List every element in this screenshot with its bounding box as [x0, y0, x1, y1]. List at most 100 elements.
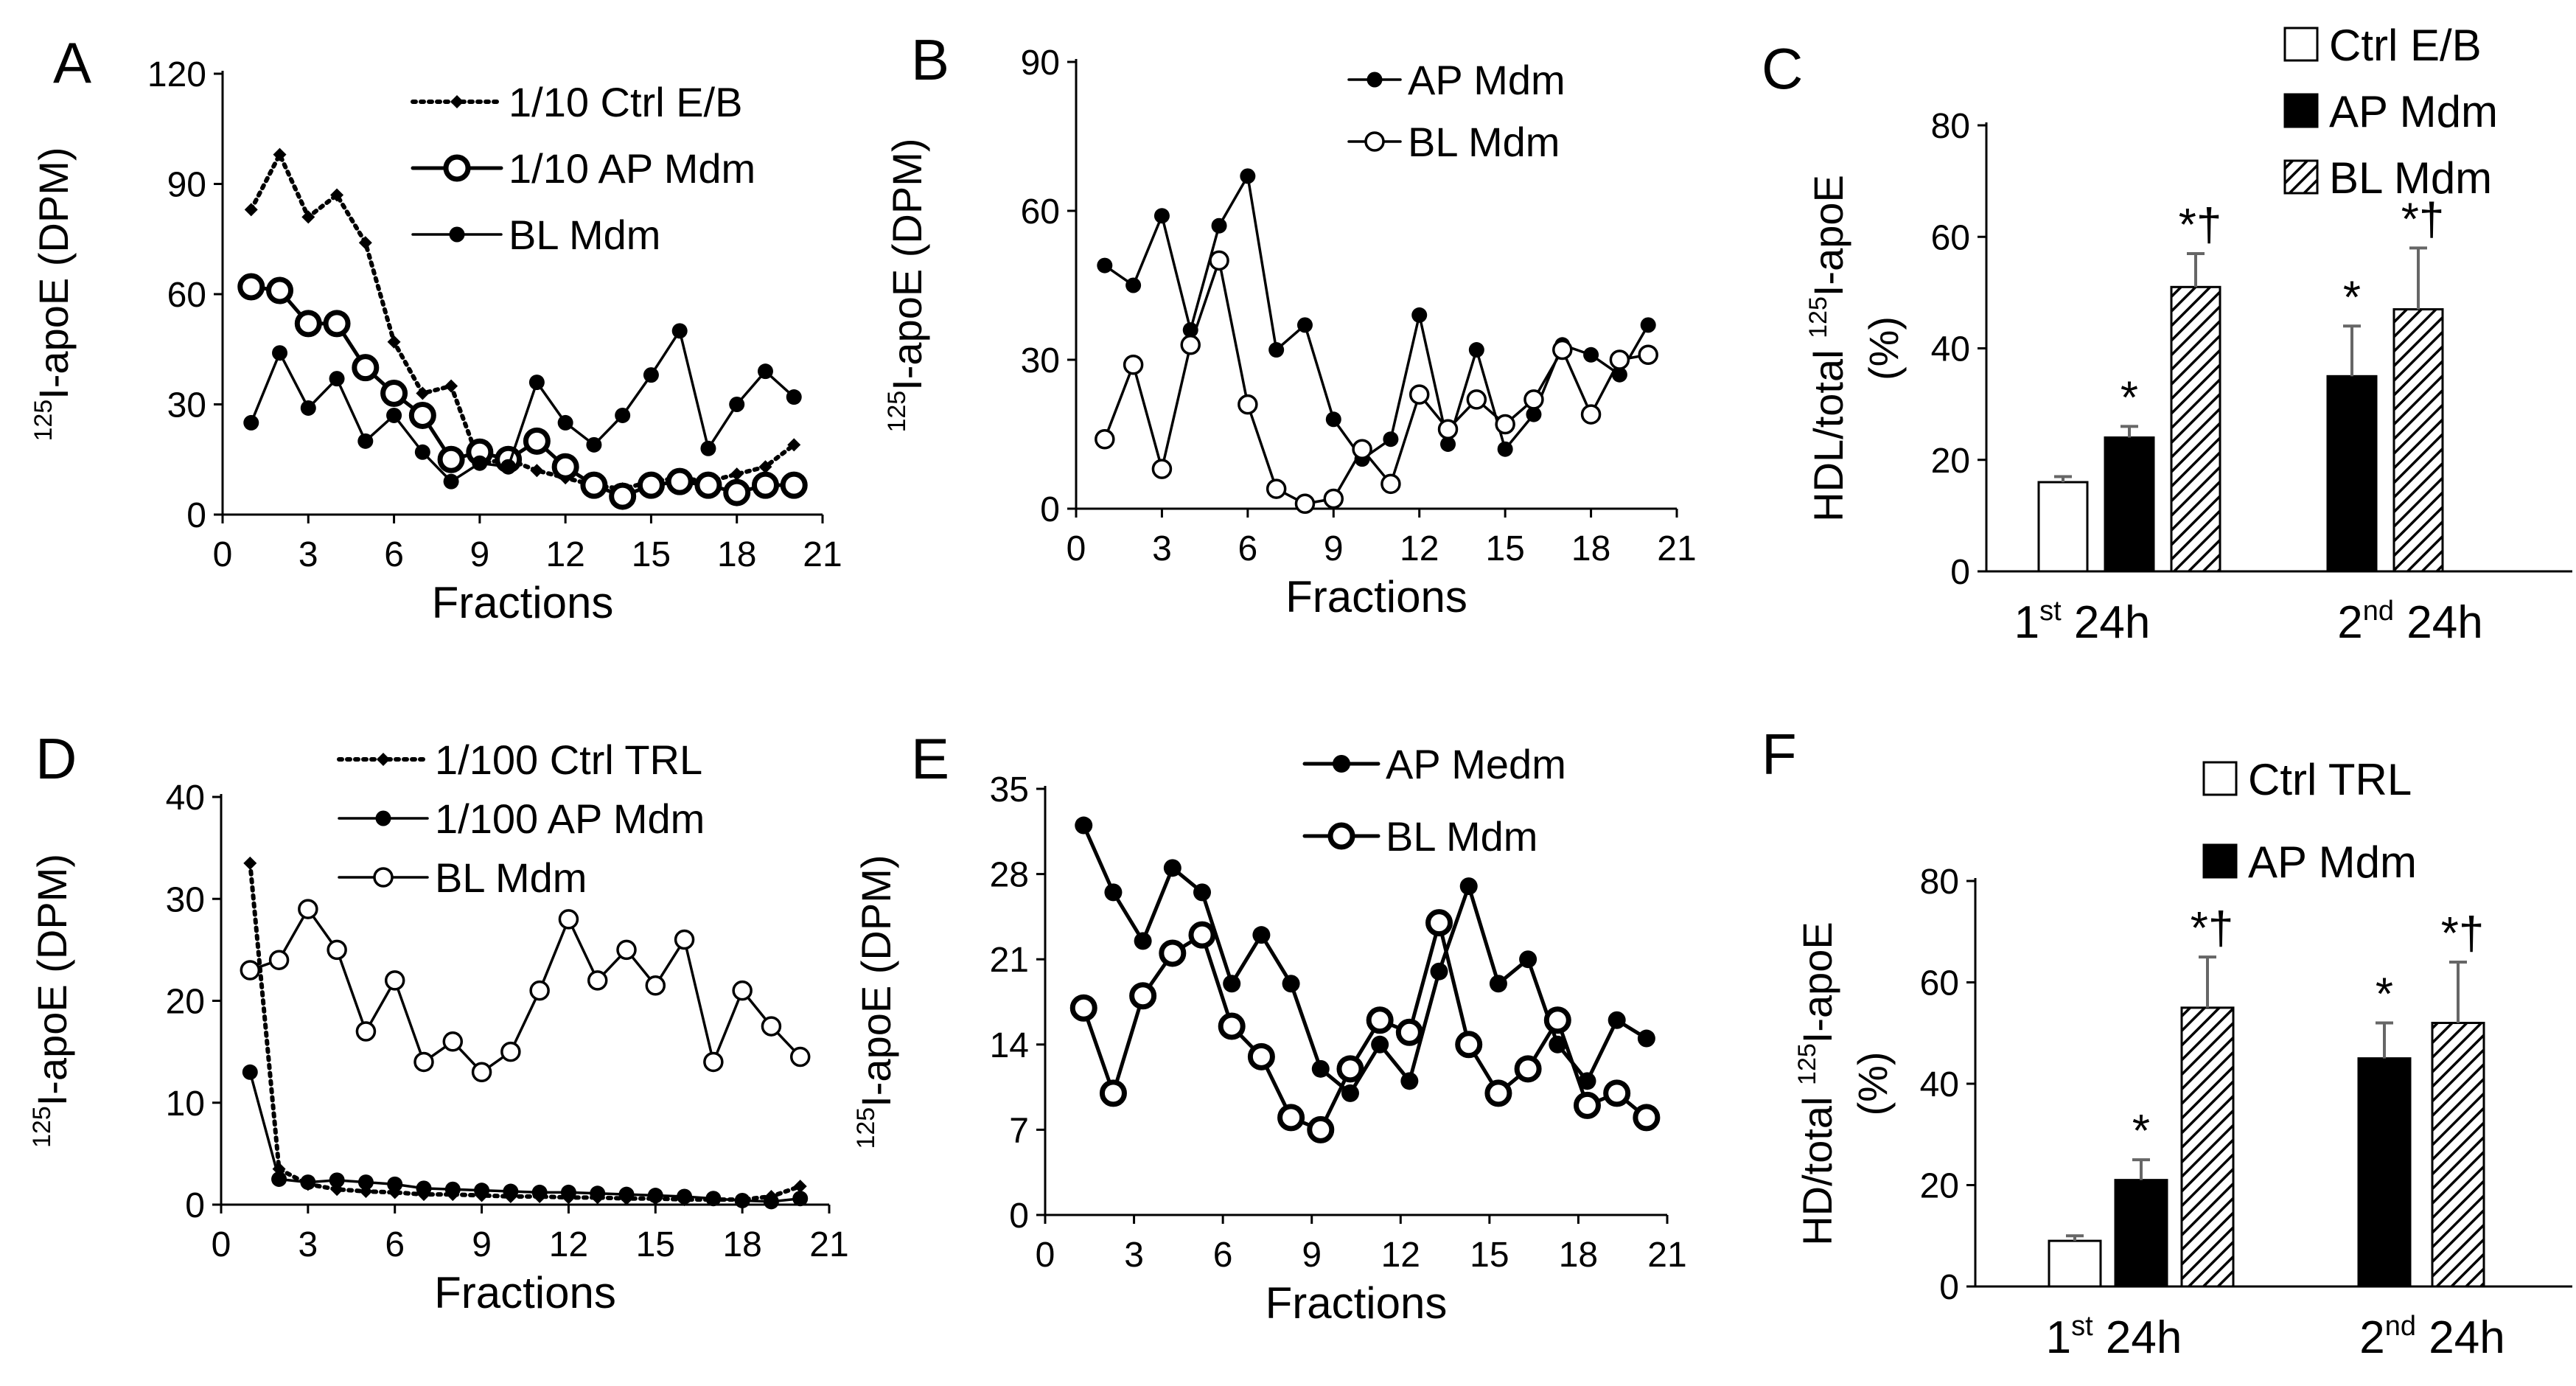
y-tick-label: 0 [186, 496, 206, 535]
y-axis-label-sup: 125 [1793, 1043, 1821, 1085]
x-axis-label: Fractions [432, 578, 614, 627]
y-tick-label: 14 [990, 1026, 1029, 1065]
data-point [416, 386, 430, 400]
legend-marker [375, 810, 391, 826]
legend-label: AP Mdm [2248, 837, 2417, 887]
data-point [1543, 1006, 1571, 1034]
panel-label: C [1762, 36, 1803, 101]
data-point [609, 482, 637, 510]
y-axis-label-text: I-apoE (DPM) [853, 854, 899, 1107]
y-axis-label-sup: 125 [852, 1107, 880, 1149]
legend-swatch [2202, 843, 2238, 879]
x-tick-label: 21 [803, 535, 842, 574]
x-tick-label: 15 [1485, 529, 1524, 568]
data-point [355, 1021, 377, 1042]
y-tick-label: 21 [990, 941, 1029, 980]
x-tick-label: 0 [1067, 529, 1086, 568]
x-tick-label: 21 [1657, 529, 1696, 568]
data-point [1637, 1029, 1655, 1048]
x-tick-label: 15 [1470, 1236, 1509, 1275]
data-point [1223, 975, 1241, 993]
data-point [474, 1183, 490, 1199]
x-tick-label: 9 [470, 535, 490, 574]
y-axis-unit: (%) [1860, 316, 1907, 380]
data-point [414, 444, 430, 460]
data-point [500, 459, 517, 475]
y-axis-label-text: I-apoE (DPM) [29, 854, 75, 1106]
y-tick-label: 30 [166, 880, 205, 919]
data-point [1611, 366, 1627, 383]
data-point [1603, 1079, 1631, 1107]
data-point [1430, 962, 1448, 981]
data-point [240, 960, 261, 981]
data-point [1425, 909, 1453, 937]
data-point [386, 407, 402, 423]
series-line [250, 327, 795, 484]
bar [2037, 481, 2089, 573]
data-point [723, 478, 751, 506]
data-point [408, 401, 436, 429]
data-point [298, 899, 318, 919]
x-tick-label: 3 [299, 535, 318, 574]
data-point [677, 1188, 693, 1205]
data-point [551, 453, 579, 481]
data-point [1311, 1059, 1330, 1078]
data-point [1129, 982, 1157, 1010]
data-point [787, 438, 801, 452]
data-point [503, 1183, 519, 1199]
legend-label: Ctrl E/B [2329, 21, 2482, 70]
data-point [1193, 883, 1212, 902]
data-point [1573, 1091, 1601, 1119]
data-point [645, 975, 666, 996]
data-point [1580, 404, 1602, 425]
data-point [1209, 250, 1229, 271]
data-point [443, 473, 459, 490]
x-tick-label: 0 [213, 535, 233, 574]
x-tick-label: 12 [1381, 1236, 1420, 1275]
y-tick-label: 0 [1009, 1197, 1029, 1236]
x-tick-label: 12 [545, 535, 584, 574]
data-point [272, 345, 288, 361]
data-point [618, 1186, 635, 1202]
data-point [243, 856, 257, 870]
legend-swatch [2283, 93, 2319, 128]
category-label-sup: st [2071, 1311, 2093, 1342]
y-tick-label: 60 [1920, 964, 1959, 1003]
panel-b-line-chart: B 0 30 60 90 0 3 6 9 12 15 18 21 Fractions 125I-apoE (… [883, 27, 1697, 621]
y-axis-label-text: I-apoE [1805, 175, 1851, 296]
data-point [780, 471, 808, 499]
data-point [643, 367, 659, 383]
data-point [703, 1051, 724, 1073]
x-tick-label: 6 [384, 535, 404, 574]
data-point [329, 371, 345, 387]
y-tick-label: 120 [147, 55, 206, 94]
y-tick-label: 20 [1920, 1167, 1959, 1206]
legend-label: 1/100 AP Mdm [435, 795, 705, 842]
data-point [615, 407, 631, 423]
category-label-rest: 24h [2394, 597, 2483, 648]
legend-label: 1/10 AP Mdm [509, 145, 755, 192]
y-tick-label: 40 [1931, 330, 1970, 369]
y-axis-label-text: I-apoE (DPM) [884, 138, 930, 390]
x-tick-label: 18 [717, 535, 756, 574]
data-point [1336, 1055, 1364, 1083]
y-tick-label: 10 [166, 1084, 205, 1124]
data-point [671, 323, 688, 339]
significance-annotation: *† [2401, 194, 2445, 245]
data-point [357, 1174, 374, 1191]
y-tick-label: 7 [1009, 1111, 1029, 1150]
legend-label: AP Mdm [1408, 57, 1566, 103]
data-point [300, 1174, 316, 1191]
y-tick-label: 60 [1021, 192, 1060, 231]
series-line [1103, 255, 1650, 506]
data-point [758, 460, 772, 474]
data-point [1153, 208, 1170, 224]
data-point [1247, 1042, 1275, 1070]
data-point [1523, 389, 1544, 410]
data-point [730, 467, 744, 481]
data-point [271, 1171, 287, 1187]
bar [2392, 308, 2444, 573]
data-point [1294, 493, 1316, 515]
